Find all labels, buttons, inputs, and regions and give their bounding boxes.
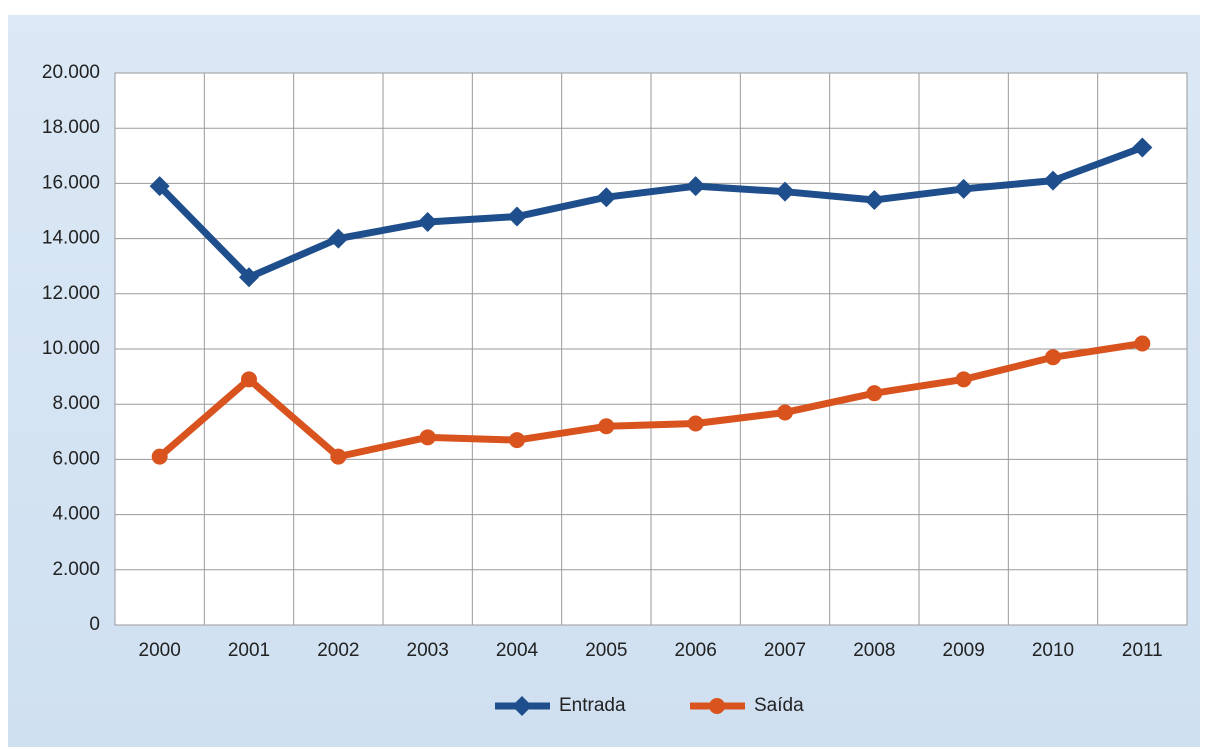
y-tick-label: 16.000 bbox=[42, 172, 100, 193]
y-tick-label: 8.000 bbox=[52, 393, 100, 414]
point bbox=[149, 176, 170, 197]
x-tick-label: 2003 bbox=[407, 640, 449, 661]
point bbox=[1045, 349, 1061, 366]
point bbox=[417, 212, 438, 233]
point bbox=[239, 267, 259, 288]
point bbox=[596, 187, 617, 208]
point bbox=[598, 418, 615, 435]
y-tick-label: 0 bbox=[89, 614, 100, 635]
point bbox=[1043, 170, 1063, 191]
point bbox=[955, 371, 972, 388]
point bbox=[330, 448, 347, 465]
point bbox=[685, 176, 706, 197]
point bbox=[866, 385, 883, 402]
y-tick-label: 20.000 bbox=[42, 62, 100, 83]
y-tick-label: 4.000 bbox=[52, 504, 100, 525]
y-tick-label: 14.000 bbox=[42, 228, 100, 249]
x-tick-label: 2005 bbox=[585, 640, 627, 661]
series-line bbox=[157, 144, 1144, 281]
point bbox=[864, 189, 885, 210]
point bbox=[953, 178, 974, 199]
x-tick-label: 2004 bbox=[496, 640, 539, 661]
point bbox=[687, 415, 704, 432]
point bbox=[328, 228, 349, 249]
point bbox=[419, 429, 436, 446]
point bbox=[241, 371, 257, 388]
x-tick-label: 2008 bbox=[853, 640, 895, 661]
x-tick-label: 2010 bbox=[1032, 640, 1074, 661]
legend-label: Saída bbox=[754, 695, 804, 716]
point bbox=[512, 696, 532, 716]
point bbox=[1132, 137, 1153, 158]
point bbox=[151, 448, 168, 465]
point bbox=[709, 698, 725, 714]
y-tick-label: 2.000 bbox=[52, 559, 100, 580]
x-tick-label: 2000 bbox=[139, 640, 181, 661]
y-tick-label: 10.000 bbox=[42, 338, 100, 359]
y-tick-label: 12.000 bbox=[42, 283, 100, 304]
point bbox=[777, 404, 793, 421]
point bbox=[507, 206, 527, 227]
series-line bbox=[157, 340, 1143, 461]
x-tick-label: 2009 bbox=[943, 640, 985, 661]
y-tick-label: 6.000 bbox=[52, 448, 100, 469]
y-tick-label: 18.000 bbox=[42, 117, 100, 138]
point bbox=[509, 432, 525, 449]
point bbox=[1134, 335, 1151, 352]
point bbox=[775, 181, 795, 202]
x-tick-label: 2011 bbox=[1122, 640, 1163, 661]
x-tick-label: 2002 bbox=[317, 640, 359, 661]
x-tick-label: 2006 bbox=[675, 640, 717, 661]
x-tick-label: 2007 bbox=[764, 640, 806, 661]
legend-label: Entrada bbox=[559, 695, 626, 716]
x-tick-label: 2001 bbox=[228, 640, 270, 661]
